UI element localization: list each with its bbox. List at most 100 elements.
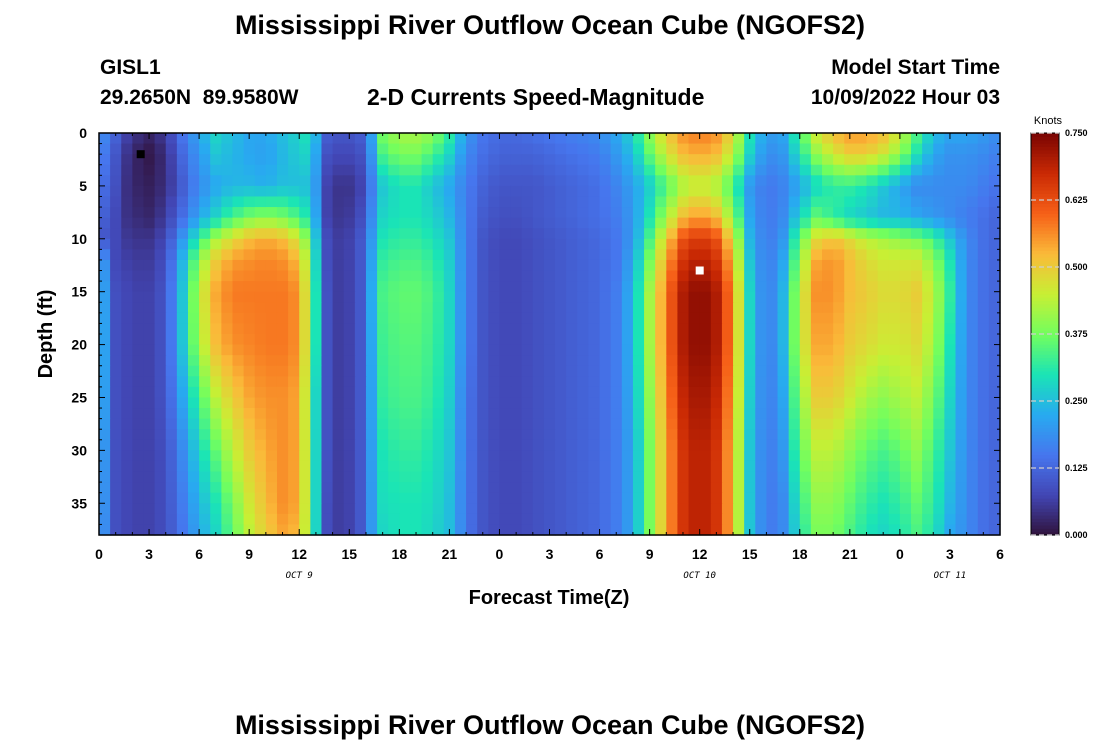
colorbar-segment (1031, 380, 1059, 385)
heatmap-cell (199, 164, 211, 176)
heatmap-cell (733, 386, 745, 399)
heatmap-cell (365, 196, 378, 208)
heatmap-cell (110, 133, 122, 145)
heatmap-cell (688, 482, 701, 494)
heatmap-cell (321, 249, 334, 261)
heatmap-cell (721, 513, 734, 526)
heatmap-cell (688, 397, 701, 409)
heatmap-cell (221, 450, 234, 462)
heatmap-cell (288, 164, 300, 176)
heatmap-cell (566, 365, 578, 377)
heatmap-cell (788, 365, 801, 377)
heatmap-cell (566, 196, 578, 208)
heatmap-cell (632, 344, 645, 356)
heatmap-cell (143, 503, 156, 515)
heatmap-cell (499, 270, 512, 282)
heatmap-cell (855, 471, 868, 483)
page-title-repeat: Mississippi River Outflow Ocean Cube (NG… (234, 710, 866, 740)
heatmap-cell (610, 302, 623, 314)
heatmap-cell (354, 503, 367, 515)
heatmap-cell (699, 228, 712, 240)
heatmap-cell (99, 196, 111, 208)
heatmap-cell (454, 175, 467, 187)
heatmap-cell (577, 482, 590, 494)
heatmap-cell (488, 450, 501, 462)
heatmap-cell (822, 217, 834, 229)
heatmap-cell (688, 270, 701, 282)
heatmap-cell (388, 143, 400, 155)
heatmap-cell (755, 185, 767, 198)
heatmap-cell (644, 291, 656, 303)
colorbar-segment (1031, 303, 1059, 308)
heatmap-cell (110, 302, 122, 314)
heatmap-cell (855, 503, 868, 515)
heatmap-cell (410, 513, 423, 526)
heatmap-cell (977, 143, 990, 155)
heatmap-cell (833, 164, 845, 176)
heatmap-cell (888, 196, 901, 208)
heatmap-cell (365, 365, 378, 377)
heatmap-cell (488, 312, 501, 325)
heatmap-cell (210, 439, 222, 451)
heatmap-cell (822, 376, 834, 388)
heatmap-cell (288, 408, 300, 420)
heatmap-cell (410, 503, 423, 515)
heatmap-cell (466, 196, 478, 208)
heatmap-cell (343, 143, 356, 155)
heatmap-cell (99, 249, 111, 261)
heatmap-cell (788, 238, 801, 250)
heatmap-cell (165, 154, 178, 166)
heatmap-cell (744, 355, 756, 367)
heatmap-cell (788, 249, 801, 261)
heatmap-cell (666, 185, 679, 198)
heatmap-cell (121, 376, 133, 388)
heatmap-cell (477, 408, 489, 420)
heatmap-cell (799, 471, 812, 483)
heatmap-cell (933, 408, 945, 420)
colorbar-segment (1031, 233, 1059, 238)
heatmap-cell (365, 228, 378, 240)
heatmap-cell (210, 408, 222, 420)
heatmap-cell (165, 482, 178, 494)
heatmap-cell (121, 270, 133, 282)
heatmap-cell (332, 238, 345, 250)
heatmap-cell (877, 164, 890, 176)
heatmap-cell (810, 228, 823, 240)
heatmap-cell (677, 471, 690, 483)
heatmap-cell (733, 334, 745, 346)
heatmap-cell (911, 259, 923, 272)
heatmap-cell (443, 418, 456, 430)
heatmap-cell (777, 133, 790, 145)
heatmap-cell (877, 492, 890, 504)
heatmap-cell (265, 355, 278, 367)
heatmap-cell (221, 471, 234, 483)
heatmap-cell (655, 429, 667, 441)
heatmap-cell (110, 175, 122, 187)
heatmap-cell (243, 238, 256, 250)
heatmap-cell (988, 217, 1001, 229)
heatmap-cell (755, 228, 767, 240)
heatmap-cell (866, 302, 879, 314)
heatmap-cell (655, 365, 667, 377)
heatmap-cell (922, 492, 934, 504)
heatmap-cell (944, 249, 957, 261)
heatmap-cell (911, 524, 923, 536)
heatmap-cell (154, 408, 167, 420)
heatmap-cell (744, 376, 756, 388)
heatmap-cell (655, 164, 667, 176)
heatmap-cell (421, 291, 434, 303)
heatmap-cell (176, 143, 189, 155)
heatmap-cell (176, 185, 189, 198)
heatmap-cell (121, 524, 133, 536)
heatmap-cell (699, 270, 712, 282)
heatmap-cell (243, 460, 256, 473)
heatmap-cell (588, 482, 601, 494)
chart-subtitle: 2-D Currents Speed-Magnitude (367, 84, 705, 110)
heatmap-cell (922, 185, 934, 198)
heatmap-cell (777, 270, 790, 282)
heatmap-cell (610, 450, 623, 462)
heatmap-cell (733, 503, 745, 515)
heatmap-cell (577, 460, 590, 473)
heatmap-cell (388, 513, 400, 526)
heatmap-cell (966, 450, 979, 462)
